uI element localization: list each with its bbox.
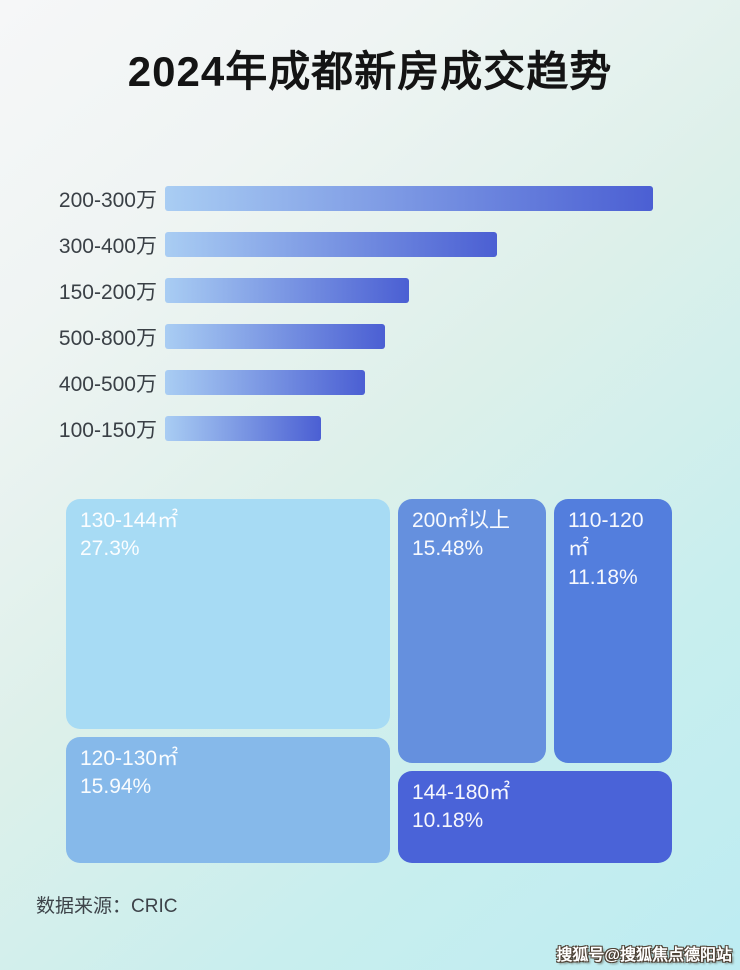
treemap-box-label: 200㎡以上: [412, 509, 511, 532]
bar-row: 100-150万: [0, 416, 740, 442]
treemap-box-label: 120-130㎡: [80, 747, 179, 770]
bar-row: 200-300万: [0, 186, 740, 212]
data-source-label: 数据来源：CRIC: [36, 896, 178, 917]
bar-category-label: 150-200万: [58, 280, 157, 304]
bar: [165, 232, 497, 257]
watermark: 搜狐号@搜狐焦点德阳站: [556, 947, 732, 964]
bar-category-label: 300-400万: [58, 234, 157, 258]
treemap-box: 120-130㎡ 15.94%: [66, 737, 390, 863]
treemap-box-value: 15.48%: [412, 537, 484, 561]
bar-category-label: 400-500万: [58, 372, 157, 396]
treemap-box: 144-180㎡ 10.18%: [398, 771, 672, 863]
bar-category-label: 100-150万: [58, 418, 157, 442]
treemap-box-label: 110-120㎡: [568, 509, 644, 561]
page-title: 2024年成都新房成交趋势: [127, 48, 613, 95]
bar-row: 400-500万: [0, 370, 740, 396]
bar-row: 300-400万: [0, 232, 740, 258]
treemap-box: 130-144㎡ 27.3%: [66, 499, 390, 729]
bar: [165, 278, 409, 303]
bar: [165, 416, 321, 441]
bar-chart: 200-300万 300-400万 150-200万 500-800万 400-500万…: [0, 186, 740, 462]
treemap-box: 200㎡以上 15.48%: [398, 499, 546, 763]
treemap-box-value: 15.94%: [80, 775, 152, 799]
treemap-box-value: 10.18%: [412, 809, 484, 833]
bar-category-label: 200-300万: [58, 188, 157, 212]
treemap-box-value: 27.3%: [80, 537, 140, 561]
treemap-box-value: 11.18%: [568, 565, 638, 589]
bar-row: 500-800万: [0, 324, 740, 350]
bar-row: 150-200万: [0, 278, 740, 304]
bar: [165, 370, 365, 395]
treemap-box-label: 144-180㎡: [412, 781, 511, 804]
treemap-chart: 130-144㎡ 27.3% 120-130㎡ 15.94% 200㎡以上 15.48% 1…: [66, 499, 672, 863]
bar: [165, 324, 385, 349]
bar: [165, 186, 653, 211]
treemap-box: 110-120㎡ 11.18%: [554, 499, 672, 763]
treemap-box-label: 130-144㎡: [80, 509, 179, 532]
bar-category-label: 500-800万: [58, 326, 157, 350]
